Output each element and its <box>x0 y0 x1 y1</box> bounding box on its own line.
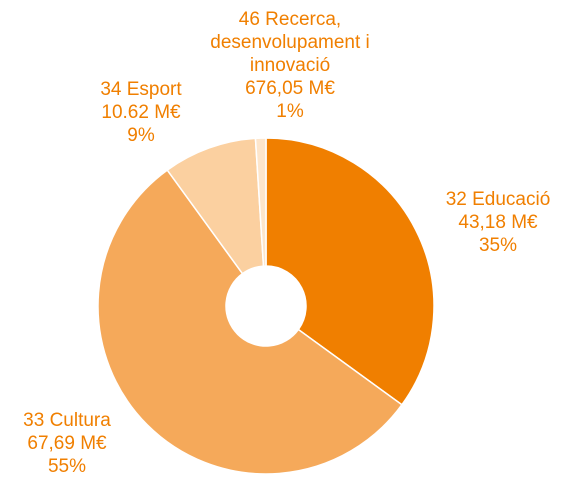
pie-slice <box>97 169 403 475</box>
value-label: 1% <box>276 101 304 122</box>
amount-label: 43,18 M€ <box>458 212 538 233</box>
category-label: 46 Recerca, desenvolupament i innovació <box>210 9 370 76</box>
value-label: 35% <box>478 235 518 256</box>
category-label: 33 Cultura <box>23 410 111 431</box>
category-label: 34 Esport <box>100 79 182 100</box>
value-label: 55% <box>47 456 87 477</box>
slice-label: 34 Esport 10.62 M€ 9% <box>61 78 221 147</box>
slice-label: 46 Recerca, desenvolupament i innovació 6… <box>190 8 390 123</box>
category-label: 32 Educació <box>445 189 551 210</box>
amount-label: 10.62 M€ <box>101 102 181 123</box>
amount-label: 67,69 M€ <box>27 433 107 454</box>
value-label: 9% <box>127 125 155 146</box>
pie-slice <box>254 137 267 267</box>
amount-label: 676,05 M€ <box>245 78 335 99</box>
slice-label: 32 Educació 43,18 M€ 35% <box>418 188 573 257</box>
pie-slice <box>265 137 435 406</box>
slice-label: 33 Cultura 67,69 M€ 55% <box>0 409 147 478</box>
